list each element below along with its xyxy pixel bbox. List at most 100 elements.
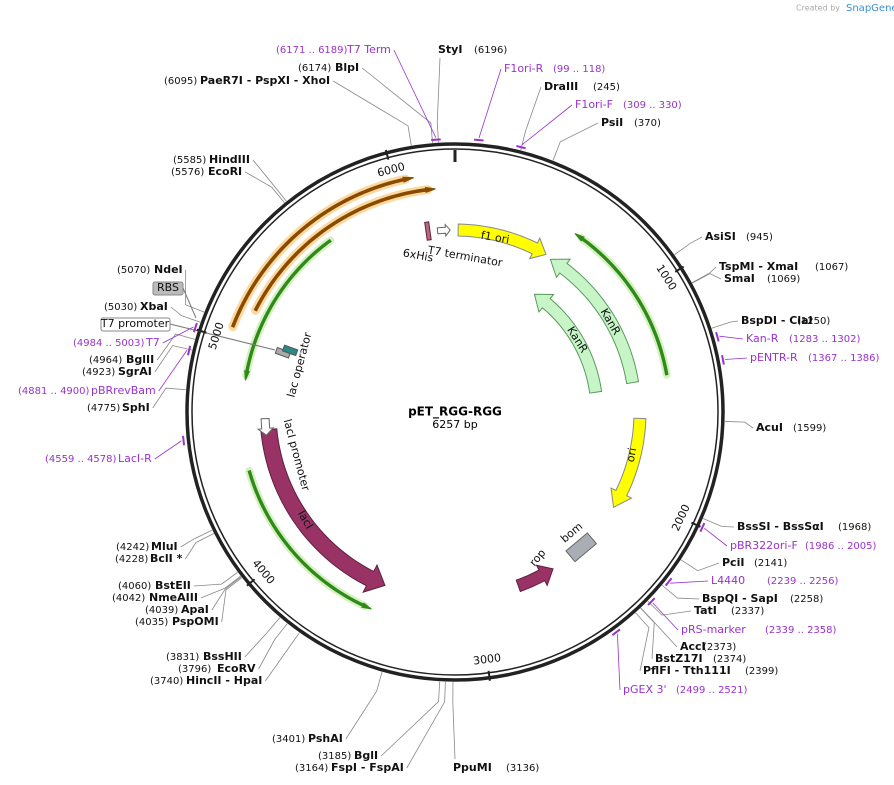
primer-leader [617, 633, 621, 691]
site-name: PspOMI [172, 615, 219, 628]
lac-operator-box [281, 344, 299, 357]
feature-label: RBS [157, 281, 179, 294]
site-leader [406, 681, 446, 769]
feature-label: f1 ori [480, 229, 511, 247]
site-name: HincII - HpaI [186, 674, 262, 687]
feature-arrow [244, 238, 332, 381]
site-leader [452, 681, 456, 760]
site-position: (1599) [793, 423, 826, 434]
site-position: (3796) [178, 664, 211, 675]
site-name: ApaI [181, 603, 209, 616]
site-name: DraIII [544, 80, 578, 93]
site-leader [635, 612, 650, 672]
site-leader [724, 421, 754, 429]
site-leader [380, 681, 441, 757]
site-name: EcoRI [208, 165, 242, 178]
primer-mark [611, 628, 621, 636]
site-leader [691, 266, 717, 284]
feature-label: ori [624, 447, 639, 463]
feature-label: T7 terminator [426, 243, 504, 269]
site-leader [520, 86, 542, 151]
site-leader [265, 632, 300, 682]
primer-leader [670, 580, 709, 584]
leader-line [182, 287, 197, 319]
created-by: Created by [796, 4, 840, 13]
site-leader [170, 306, 201, 323]
site-leader [345, 671, 383, 740]
site-position: (5576) [171, 167, 204, 178]
primer-name: LacI-R [118, 452, 152, 465]
site-name: PciI [722, 556, 744, 569]
tick-label: 2000 [669, 502, 693, 533]
f1-ori-arrow [457, 223, 547, 260]
feature-label: rop [527, 547, 549, 569]
primer-range: (99 .. 118) [553, 64, 605, 75]
site-position: (2141) [754, 558, 787, 569]
bom-box [565, 532, 598, 563]
primer-mark [192, 322, 198, 333]
site-name: HindIII [209, 153, 250, 166]
site-name: EcoRV [217, 662, 256, 675]
tick-mark [246, 578, 256, 587]
site-leader [552, 122, 599, 161]
site-position: (2373) [703, 642, 736, 653]
tick-mark [384, 149, 390, 160]
site-position: (2258) [790, 594, 823, 605]
his-tag [424, 221, 432, 241]
tick-mark [487, 670, 491, 681]
site-position: (3401) [272, 734, 305, 745]
primer-range: (2499 .. 2521) [676, 685, 748, 696]
site-position: (1069) [767, 274, 800, 285]
site-leader [244, 171, 285, 203]
primer-leader [393, 49, 437, 138]
site-leader [152, 387, 186, 409]
tick-mark [674, 265, 685, 273]
primer-range: (4559 .. 4578) [45, 454, 117, 465]
primer-leader [162, 326, 194, 344]
site-name: PsiI [601, 116, 623, 129]
site-leader [258, 623, 288, 670]
site-leader [692, 273, 722, 284]
site-name: AcuI [756, 421, 783, 434]
site-leader [221, 577, 243, 623]
kanr-arrow [549, 258, 640, 385]
primer-name: pBRrevBam [91, 384, 156, 397]
site-position: (6174) [298, 63, 331, 74]
primer-leader [719, 335, 744, 340]
primer-name: pGEX 3' [623, 683, 667, 696]
site-name: BstEII [155, 579, 191, 592]
site-leader [647, 600, 692, 616]
site-leader [702, 518, 735, 528]
site-position: (3831) [166, 652, 199, 663]
site-name: MluI [151, 540, 178, 553]
primer-name: pENTR-R [750, 351, 798, 364]
primer-name: F1ori-R [504, 62, 544, 75]
site-leader [185, 269, 205, 313]
site-name: BspDI - ClaI [741, 314, 813, 327]
primer-mark [715, 331, 720, 342]
site-name: SgrAI [118, 365, 152, 378]
primer-range: (1367 .. 1386) [808, 353, 880, 364]
site-name: BssSI - BssSαI [737, 520, 824, 533]
site-name: SphI [122, 401, 150, 414]
site-position: (2399) [745, 666, 778, 677]
primer-mark [647, 597, 656, 606]
brand: SnapGene [846, 3, 894, 14]
site-position: (4964) [89, 355, 122, 366]
site-name: XbaI [140, 300, 168, 313]
primer-range: (4881 .. 4900) [18, 386, 90, 397]
primer-mark [721, 355, 725, 365]
primer-name: Kan-R [746, 332, 779, 345]
site-position: (6095) [164, 76, 197, 87]
primer-leader [652, 602, 679, 631]
laci-promoter-arrow [256, 417, 275, 436]
site-name: PaeR7I - PspXI - XhoI [200, 74, 330, 87]
kanr-arrow [533, 293, 603, 394]
site-position: (945) [746, 232, 773, 243]
primer-name: T7 [145, 336, 160, 349]
site-position: (1067) [815, 262, 848, 273]
tick-label: 5000 [206, 321, 227, 352]
site-leader [640, 607, 655, 660]
t7-terminator-arrow [436, 223, 451, 238]
